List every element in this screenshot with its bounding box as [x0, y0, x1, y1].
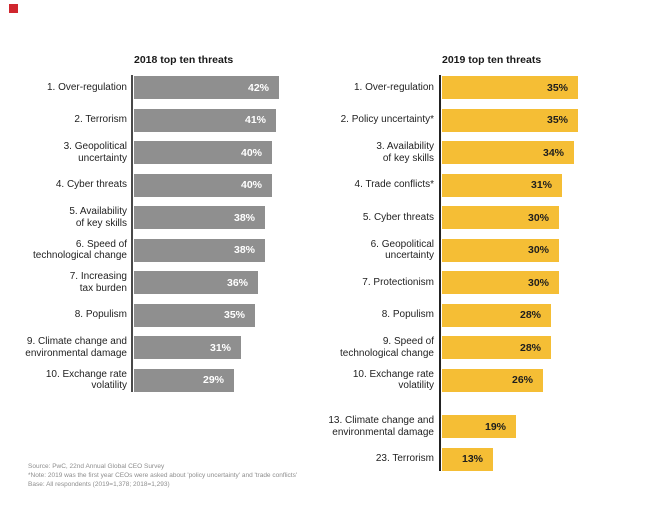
threat-label: 9. Speed of technological change [340, 336, 434, 359]
threat-value: 26% [511, 374, 533, 386]
threat-value: 34% [542, 146, 564, 159]
threat-bar: 30% [442, 271, 559, 294]
threat-bar: 31% [134, 336, 241, 359]
threat-value: 38% [233, 211, 255, 224]
threat-label: 8. Populism [74, 309, 127, 321]
threat-value: 38% [233, 244, 255, 256]
threat-value: 19% [484, 420, 506, 433]
chart-2019-axis [439, 75, 441, 471]
threat-value: 42% [247, 81, 269, 94]
threat-bar: 26% [442, 368, 543, 392]
threat-bar: 42% [134, 76, 279, 99]
threat-bar: 29% [134, 368, 234, 392]
threat-bar: 40% [134, 173, 272, 197]
threat-label: 10. Exchange rate volatility [45, 368, 127, 392]
threat-value: 35% [223, 309, 245, 321]
threat-label: 1. Over-regulation [353, 81, 434, 93]
threat-label: 6. Speed of technological change [33, 238, 127, 262]
threat-value: 41% [244, 114, 266, 126]
threat-label: 4. Trade conflicts* [354, 179, 434, 191]
threat-label: 5. Availability of key skills [69, 206, 127, 229]
threat-value: 29% [202, 374, 224, 386]
threat-label: 23. Terrorism [375, 453, 434, 465]
threat-label: 7. Protectionism [362, 276, 434, 288]
chart-2018-title: 2018 top ten threats [134, 54, 234, 66]
threat-bar: 28% [442, 303, 551, 327]
threat-label: 1. Over-regulation [46, 81, 127, 93]
threat-bar: 31% [442, 173, 562, 197]
threat-label: 8. Populism [381, 309, 434, 321]
threat-value: 40% [240, 146, 262, 159]
threat-bar: 30% [442, 238, 559, 262]
threat-bar: 38% [134, 238, 265, 262]
chart-2019-title: 2019 top ten threats [442, 54, 542, 66]
threat-value: 36% [226, 276, 248, 289]
threat-value: 31% [209, 341, 231, 354]
threat-bar: 38% [134, 206, 265, 229]
threat-label: 6. Geopolitical uncertainty [370, 238, 434, 262]
brand-mark [9, 4, 18, 13]
footnote-source: Source: PwC, 22nd Annual Global CEO Surv… [28, 463, 165, 470]
threat-value: 40% [240, 179, 262, 191]
threat-label: 9. Climate change and environmental dama… [25, 336, 127, 359]
threat-value: 35% [546, 81, 568, 94]
threat-value: 30% [527, 244, 549, 256]
threat-bar: 28% [442, 336, 551, 359]
threat-bar: 35% [442, 108, 578, 132]
threat-label: 10. Exchange rate volatility [352, 368, 434, 392]
threat-bar: 19% [442, 415, 516, 438]
threat-value: 30% [527, 276, 549, 289]
threat-label: 13. Climate change and environmental dam… [328, 415, 434, 438]
threat-label: 4. Cyber threats [55, 179, 127, 191]
footnote-note: *Note: 2019 was the first year CEOs were… [28, 472, 298, 480]
threat-label: 7. Increasing tax burden [69, 271, 127, 294]
threat-value: 28% [519, 309, 541, 321]
threat-bar: 35% [134, 303, 255, 327]
threat-value: 31% [530, 179, 552, 191]
threat-bar: 41% [134, 108, 276, 132]
chart-2018-axis [131, 75, 133, 392]
threat-label: 3. Availability of key skills [376, 141, 434, 164]
threat-value: 28% [519, 341, 541, 354]
threat-value: 30% [527, 211, 549, 224]
threat-label: 2. Terrorism [74, 114, 127, 126]
threat-bar: 34% [442, 141, 574, 164]
threat-bar: 36% [134, 271, 258, 294]
footnote-base: Base: All respondents (2019=1,378; 2018=… [28, 481, 170, 489]
threat-label: 5. Cyber threats [362, 211, 434, 223]
threat-value: 35% [546, 114, 568, 126]
threat-bar: 13% [442, 447, 493, 471]
footnotes: Source: PwC, 22nd Annual Global CEO Surv… [28, 462, 297, 490]
threat-label: 3. Geopolitical uncertainty [63, 141, 127, 164]
threat-bar: 30% [442, 206, 559, 229]
threat-label: 2. Policy uncertainty* [340, 114, 434, 126]
threat-value: 13% [461, 453, 483, 465]
threat-bar: 40% [134, 141, 272, 164]
threat-bar: 35% [442, 76, 578, 99]
